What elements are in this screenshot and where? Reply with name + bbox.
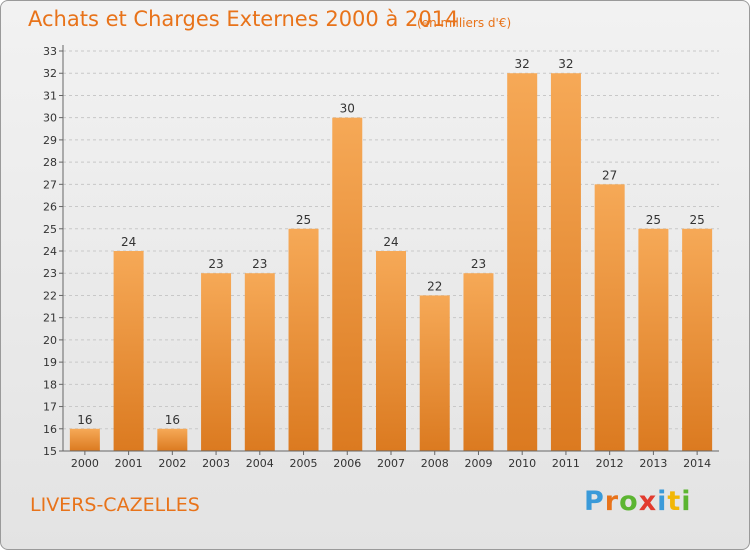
data-label-2009: 23 — [471, 257, 486, 271]
y-tick-label: 16 — [43, 423, 57, 436]
bars — [69, 73, 713, 452]
data-label-2011: 32 — [558, 57, 573, 71]
y-tick-label: 23 — [43, 267, 57, 280]
data-label-2013: 25 — [646, 213, 661, 227]
logo-letter: t — [667, 486, 682, 517]
data-label-2014: 25 — [689, 213, 704, 227]
bar-2011 — [550, 73, 581, 451]
logo-letter: r — [604, 486, 620, 517]
y-tick-label: 24 — [43, 245, 57, 258]
y-tick-label: 27 — [43, 178, 57, 191]
data-label-2012: 27 — [602, 168, 617, 182]
logo-letter: i — [657, 486, 668, 517]
bar-2002 — [157, 428, 188, 451]
bar-2003 — [201, 273, 232, 451]
bar-2007 — [376, 251, 406, 451]
commune-name: LIVERS-CAZELLES — [30, 494, 200, 516]
y-tick-label: 28 — [43, 156, 57, 169]
data-label-2010: 32 — [515, 57, 530, 71]
labels: 15 16 17 18 19 20 21 22 23 24 25 26 27 28 29 30 31 32 33 16… — [43, 45, 711, 470]
data-label-2000: 16 — [77, 413, 92, 427]
y-tick-label: 19 — [43, 356, 57, 369]
logo-letter: o — [619, 486, 639, 517]
y-tick-label: 18 — [43, 378, 57, 391]
x-tick-label: 2007 — [377, 457, 405, 470]
proxiti-logo: Proxiti — [584, 486, 692, 517]
x-tick-label: 2006 — [333, 457, 361, 470]
bar-2000 — [69, 428, 100, 451]
y-tick-label: 17 — [43, 401, 57, 414]
data-label-2007: 24 — [383, 235, 398, 249]
bar-2012 — [594, 184, 625, 452]
x-tick-label: 2001 — [115, 457, 143, 470]
bar-2009 — [463, 273, 494, 451]
y-tick-label: 33 — [43, 45, 57, 58]
bar-2013 — [638, 228, 669, 451]
y-tick-label: 22 — [43, 289, 57, 302]
bar-2014 — [682, 228, 713, 451]
data-label-2001: 24 — [121, 235, 136, 249]
chart-subtitle: (en milliers d'€) — [417, 16, 512, 30]
x-tick-label: 2011 — [552, 457, 580, 470]
x-tick-label: 2003 — [202, 457, 230, 470]
axes — [59, 45, 719, 455]
y-tick-label: 31 — [43, 89, 57, 102]
data-label-2004: 23 — [252, 257, 267, 271]
y-tick-label: 25 — [43, 223, 57, 236]
x-tick-label: 2012 — [596, 457, 624, 470]
y-tick-label: 15 — [43, 445, 57, 458]
data-label-2003: 23 — [208, 257, 223, 271]
x-tick-label: 2008 — [421, 457, 449, 470]
y-tick-label: 29 — [43, 134, 57, 147]
x-tick-label: 2009 — [464, 457, 492, 470]
logo-letter: x — [638, 486, 658, 517]
y-tick-label: 30 — [43, 112, 57, 125]
x-tick-label: 2013 — [639, 457, 667, 470]
y-tick-label: 32 — [43, 67, 57, 80]
bar-2001 — [113, 251, 144, 451]
data-label-2008: 22 — [427, 279, 442, 293]
x-tick-label: 2014 — [683, 457, 711, 470]
x-tick-label: 2000 — [71, 457, 99, 470]
x-tick-label: 2010 — [508, 457, 536, 470]
bar-2004 — [244, 273, 275, 451]
bar-2010 — [507, 73, 538, 451]
bar-2008 — [419, 295, 450, 451]
x-tick-label: 2002 — [158, 457, 186, 470]
y-tick-label: 21 — [43, 312, 57, 325]
y-tick-label: 20 — [43, 334, 57, 347]
bar-2006 — [332, 117, 363, 452]
x-tick-label: 2004 — [246, 457, 274, 470]
x-tick-label: 2005 — [290, 457, 318, 470]
logo-letter: i — [681, 486, 692, 517]
data-label-2002: 16 — [165, 413, 180, 427]
bar-2005 — [288, 228, 319, 451]
logo-letter: P — [584, 486, 605, 517]
data-label-2006: 30 — [340, 102, 355, 116]
data-label-2005: 25 — [296, 213, 311, 227]
y-tick-label: 26 — [43, 201, 57, 214]
chart-title: Achats et Charges Externes 2000 à 2014 — [28, 7, 459, 31]
